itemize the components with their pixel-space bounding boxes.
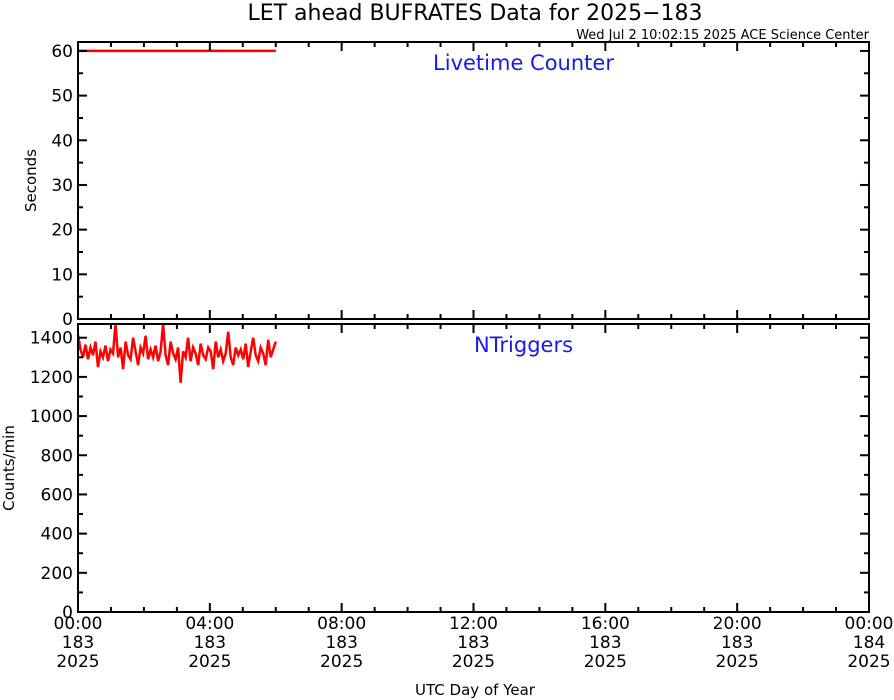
plot-frame (77, 41, 870, 320)
y-tick-label: 50 (51, 87, 73, 107)
x-axis: 00:00183202504:00183202508:00183202512:0… (54, 614, 894, 672)
x-tick-label: 12:00 (449, 614, 498, 634)
y-tick-label: 600 (41, 485, 73, 505)
y-axis-label: Counts/min (0, 425, 18, 511)
plot-frame (77, 323, 870, 613)
y-axis-label: Seconds (22, 149, 40, 212)
x-tick-label: 20:00 (713, 614, 762, 634)
chart-title: LET ahead BUFRATES Data for 2025−183 (247, 1, 702, 26)
x-tick-label: 08:00 (317, 614, 366, 634)
livetime-panel: 0 10 20 30 40 50 60 Livetime Counter Seconds (22, 41, 870, 330)
x-axis-label: UTC Day of Year (415, 681, 536, 699)
x-tick-label: 2025 (188, 652, 231, 672)
y-tick-label: 400 (41, 525, 73, 545)
y-tick-label: 40 (51, 131, 73, 151)
x-tick-label: 04:00 (185, 614, 234, 634)
x-tick-label: 183 (721, 633, 753, 653)
x-tick-label: 183 (589, 633, 621, 653)
x-tick-label: 16:00 (581, 614, 630, 634)
y-tick-label: 1400 (30, 329, 73, 349)
x-tick-label: 2025 (320, 652, 363, 672)
y-tick-label: 200 (41, 564, 73, 584)
y-tick-label: 1000 (30, 407, 73, 427)
x-tick-label: 2025 (56, 652, 99, 672)
panel-title: Livetime Counter (433, 51, 614, 75)
x-tick-label: 183 (325, 633, 357, 653)
x-tick-label: 183 (62, 633, 94, 653)
ntriggers-panel: 0 200 400 600 800 1000 1200 1400 NTriggers Counts… (0, 323, 870, 623)
y-tick-label: 60 (51, 42, 73, 62)
x-tick-label: 183 (194, 633, 226, 653)
x-tick-label: 00:00 (845, 614, 894, 634)
x-tick-label: 2025 (452, 652, 495, 672)
y-tick-label: 10 (51, 265, 73, 285)
x-tick-label: 184 (853, 633, 885, 653)
y-tick-label: 20 (51, 221, 73, 241)
y-tick-label: 800 (41, 446, 73, 466)
y-tick-label: 0 (62, 310, 73, 330)
timestamp: Wed Jul 2 10:02:15 2025 ACE Science Cent… (576, 28, 869, 43)
y-tick-label: 0 (62, 603, 73, 623)
x-tick-label: 2025 (584, 652, 627, 672)
x-tick-label: 2025 (716, 652, 759, 672)
y-tick-label: 1200 (30, 368, 73, 388)
x-tick-label: 2025 (847, 652, 890, 672)
x-tick-label: 00:00 (54, 614, 103, 634)
y-tick-label: 30 (51, 176, 73, 196)
series-line (76, 323, 277, 383)
panel-title: NTriggers (474, 333, 573, 357)
x-tick-label: 183 (457, 633, 489, 653)
